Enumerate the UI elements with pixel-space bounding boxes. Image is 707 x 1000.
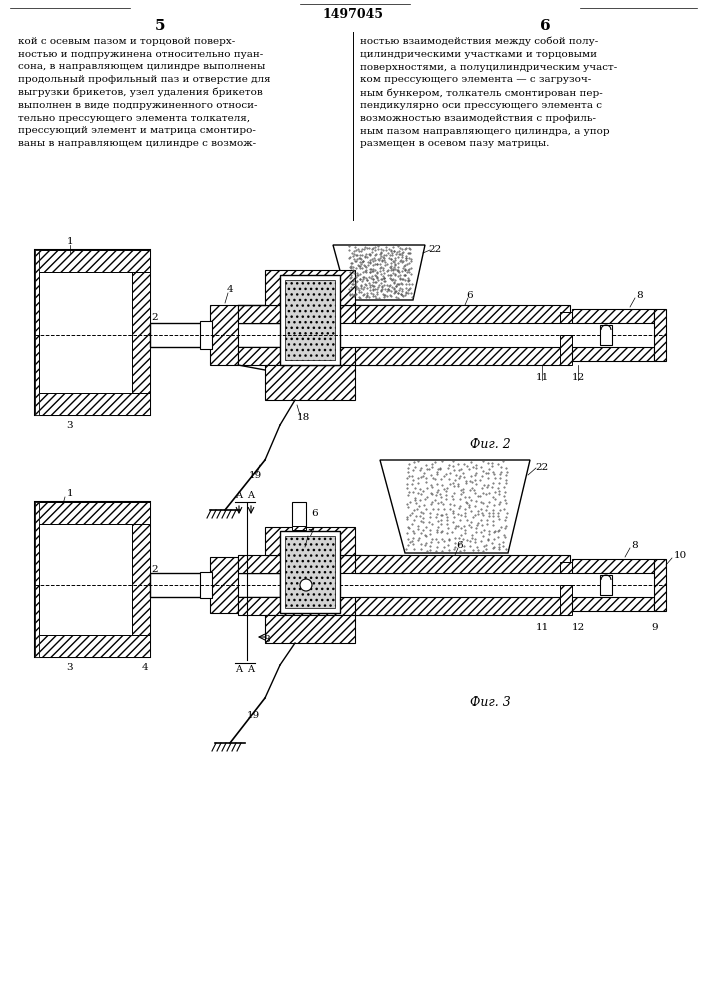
Text: кой с осевым пазом и торцовой поверх-
ностью и подпружинена относительно пуан-
с: кой с осевым пазом и торцовой поверх- но… <box>18 37 271 148</box>
Text: A: A <box>235 664 243 674</box>
Text: 18: 18 <box>296 414 310 422</box>
Bar <box>292 502 306 527</box>
Bar <box>292 526 306 530</box>
Bar <box>200 321 212 349</box>
Bar <box>210 557 238 613</box>
Text: 6: 6 <box>467 290 473 300</box>
Text: 6: 6 <box>539 19 550 33</box>
Text: 6: 6 <box>457 540 463 550</box>
Text: 8: 8 <box>631 540 638 550</box>
Bar <box>39 250 150 272</box>
Bar <box>35 502 39 657</box>
Text: 4: 4 <box>227 286 233 294</box>
Text: Фиг. 2: Фиг. 2 <box>469 438 510 452</box>
Bar <box>600 325 612 345</box>
Bar <box>355 555 570 573</box>
Text: 9: 9 <box>652 622 658 632</box>
Bar <box>355 305 570 323</box>
Bar <box>600 575 612 595</box>
Text: A: A <box>247 490 255 499</box>
Bar <box>35 250 150 415</box>
Bar <box>39 393 150 415</box>
Circle shape <box>300 579 312 591</box>
Bar <box>265 527 355 555</box>
Bar <box>280 531 340 613</box>
Bar <box>265 615 355 643</box>
Text: A: A <box>235 490 243 499</box>
Bar <box>265 365 355 400</box>
Bar <box>132 524 150 635</box>
Bar <box>654 309 666 361</box>
Bar <box>238 347 405 365</box>
Bar <box>150 573 280 597</box>
Text: 1497045: 1497045 <box>322 8 383 21</box>
Bar <box>355 347 570 365</box>
Text: 7: 7 <box>307 528 313 538</box>
Text: 12: 12 <box>571 372 585 381</box>
Bar <box>560 585 572 615</box>
Text: 6: 6 <box>312 508 318 518</box>
Bar <box>560 312 572 323</box>
Bar <box>238 555 405 573</box>
Bar <box>572 597 654 611</box>
Text: 8: 8 <box>264 636 270 645</box>
Text: 19: 19 <box>246 710 259 720</box>
Bar <box>285 536 335 608</box>
Bar <box>200 572 212 598</box>
Bar <box>238 597 405 615</box>
Bar <box>560 335 572 365</box>
Bar <box>654 559 666 611</box>
Bar <box>560 562 572 573</box>
Text: 1: 1 <box>66 489 74 498</box>
Bar <box>39 635 150 657</box>
Text: 22: 22 <box>428 245 442 254</box>
Text: Фиг. 3: Фиг. 3 <box>469 696 510 710</box>
Text: 12: 12 <box>571 622 585 632</box>
Text: 1: 1 <box>66 237 74 246</box>
Text: 11: 11 <box>535 372 549 381</box>
Text: 2: 2 <box>152 312 158 322</box>
Bar <box>572 347 654 361</box>
Polygon shape <box>333 245 425 300</box>
Bar <box>150 323 285 347</box>
Bar <box>210 305 238 365</box>
Text: 10: 10 <box>673 550 686 560</box>
Bar <box>280 275 340 365</box>
Bar <box>238 305 405 323</box>
Bar <box>132 272 150 393</box>
Bar <box>265 270 355 305</box>
Bar <box>35 502 150 657</box>
Text: 2: 2 <box>152 566 158 574</box>
Polygon shape <box>380 460 530 553</box>
Text: 8: 8 <box>637 290 643 300</box>
Bar <box>35 250 39 415</box>
Bar <box>39 272 132 393</box>
Bar <box>39 502 150 524</box>
Text: A: A <box>247 664 255 674</box>
Text: 3: 3 <box>66 420 74 430</box>
Text: 3: 3 <box>66 662 74 672</box>
Text: 11: 11 <box>535 622 549 632</box>
Text: ностью взаимодействия между собой полу-
цилиндрическими участками и торцовыми
по: ностью взаимодействия между собой полу- … <box>360 37 617 148</box>
Bar <box>285 280 335 360</box>
Bar <box>39 524 132 635</box>
Bar <box>355 597 570 615</box>
Text: 5: 5 <box>155 19 165 33</box>
Text: 19: 19 <box>248 471 262 480</box>
Bar <box>572 559 654 573</box>
Text: 22: 22 <box>535 464 549 473</box>
Text: 4: 4 <box>141 662 148 672</box>
Bar <box>572 309 654 323</box>
